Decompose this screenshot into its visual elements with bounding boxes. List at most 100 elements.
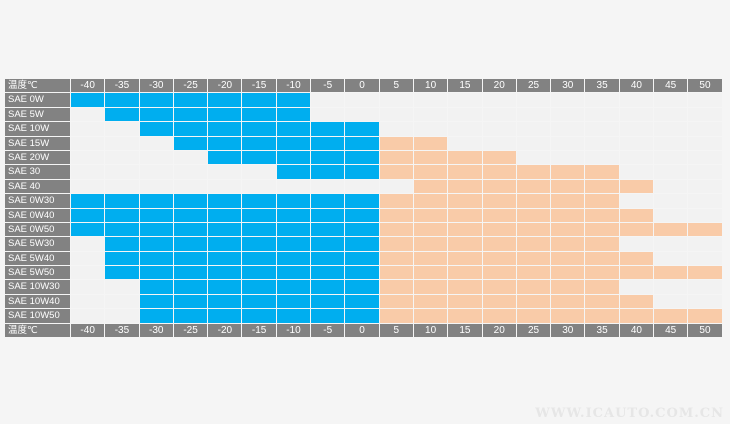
empty-cell <box>448 122 483 137</box>
cold-range-cell <box>242 280 277 295</box>
cold-range-cell <box>139 208 174 223</box>
empty-cell <box>379 93 414 108</box>
hot-range-cell <box>379 251 414 267</box>
empty-cell <box>139 150 174 166</box>
empty-cell <box>105 309 140 324</box>
cold-range-cell <box>311 266 346 281</box>
hot-range-cell <box>448 280 483 295</box>
cold-range-cell <box>276 294 312 310</box>
empty-cell <box>551 107 586 123</box>
hot-range-cell <box>482 194 517 209</box>
cold-range-cell <box>139 107 174 123</box>
empty-cell <box>208 165 243 180</box>
top-temperature-tick: -10 <box>276 79 312 94</box>
empty-cell <box>654 237 689 252</box>
bottom-corner-label: 温度℃ <box>5 323 71 339</box>
hot-range-cell <box>413 222 449 238</box>
hot-range-cell <box>482 237 517 252</box>
empty-cell <box>413 122 449 137</box>
empty-cell <box>71 150 106 166</box>
hot-range-cell <box>585 280 620 295</box>
hot-range-cell <box>482 208 517 223</box>
empty-cell <box>654 122 689 137</box>
cold-range-cell <box>242 266 277 281</box>
hot-range-cell <box>482 266 517 281</box>
empty-cell <box>105 136 140 151</box>
cold-range-cell <box>208 294 243 310</box>
grade-label: SAE 30 <box>5 165 71 180</box>
empty-cell <box>173 165 209 180</box>
hot-range-cell <box>654 222 689 238</box>
empty-cell <box>71 107 106 123</box>
bottom-temperature-tick: 25 <box>516 323 552 339</box>
cold-range-cell <box>208 237 243 252</box>
top-temperature-tick: 25 <box>516 79 552 94</box>
hot-range-cell <box>482 280 517 295</box>
bottom-temperature-tick: 15 <box>448 323 483 339</box>
empty-cell <box>654 136 689 151</box>
empty-cell <box>688 107 723 123</box>
hot-range-cell <box>482 294 517 310</box>
cold-range-cell <box>242 194 277 209</box>
empty-cell <box>71 251 106 267</box>
cold-range-cell <box>345 237 380 252</box>
bottom-temperature-tick: 20 <box>482 323 517 339</box>
cold-range-cell <box>208 150 243 166</box>
cold-range-cell <box>105 266 140 281</box>
empty-cell <box>242 179 277 195</box>
top-temperature-tick: 15 <box>448 79 483 94</box>
hot-range-cell <box>448 309 483 324</box>
cold-range-cell <box>173 107 209 123</box>
empty-cell <box>551 150 586 166</box>
cold-range-cell <box>105 93 140 108</box>
hot-range-cell <box>379 266 414 281</box>
hot-range-cell <box>413 179 449 195</box>
cold-range-cell <box>311 136 346 151</box>
hot-range-cell <box>516 237 552 252</box>
grade-label: SAE 0W30 <box>5 194 71 209</box>
cold-range-cell <box>311 309 346 324</box>
top-temperature-tick: 20 <box>482 79 517 94</box>
cold-range-cell <box>345 280 380 295</box>
hot-range-cell <box>413 237 449 252</box>
empty-cell <box>379 107 414 123</box>
empty-cell <box>551 122 586 137</box>
cold-range-cell <box>208 266 243 281</box>
hot-range-cell <box>551 309 586 324</box>
cold-range-cell <box>242 222 277 238</box>
empty-cell <box>71 294 106 310</box>
empty-cell <box>585 136 620 151</box>
empty-cell <box>139 165 174 180</box>
cold-range-cell <box>276 222 312 238</box>
hot-range-cell <box>516 294 552 310</box>
grade-label: SAE 10W30 <box>5 280 71 295</box>
hot-range-cell <box>448 150 483 166</box>
cold-range-cell <box>208 93 243 108</box>
empty-cell <box>71 122 106 137</box>
hot-range-cell <box>516 280 552 295</box>
bottom-temperature-tick: 45 <box>654 323 689 339</box>
hot-range-cell <box>688 309 723 324</box>
hot-range-cell <box>585 165 620 180</box>
empty-cell <box>619 93 655 108</box>
empty-cell <box>311 93 346 108</box>
grade-label: SAE 5W50 <box>5 266 71 281</box>
bottom-temperature-tick: 5 <box>379 323 414 339</box>
top-temperature-tick: 5 <box>379 79 414 94</box>
hot-range-cell <box>619 294 655 310</box>
bottom-temperature-tick: 50 <box>688 323 723 339</box>
hot-range-cell <box>413 309 449 324</box>
empty-cell <box>654 208 689 223</box>
empty-cell <box>688 122 723 137</box>
empty-cell <box>688 208 723 223</box>
cold-range-cell <box>276 136 312 151</box>
cold-range-cell <box>139 280 174 295</box>
bottom-temperature-tick: -40 <box>71 323 106 339</box>
hot-range-cell <box>413 280 449 295</box>
empty-cell <box>105 165 140 180</box>
grade-label: SAE 0W50 <box>5 222 71 238</box>
empty-cell <box>619 194 655 209</box>
hot-range-cell <box>516 208 552 223</box>
top-temperature-tick: 40 <box>619 79 655 94</box>
hot-range-cell <box>551 179 586 195</box>
